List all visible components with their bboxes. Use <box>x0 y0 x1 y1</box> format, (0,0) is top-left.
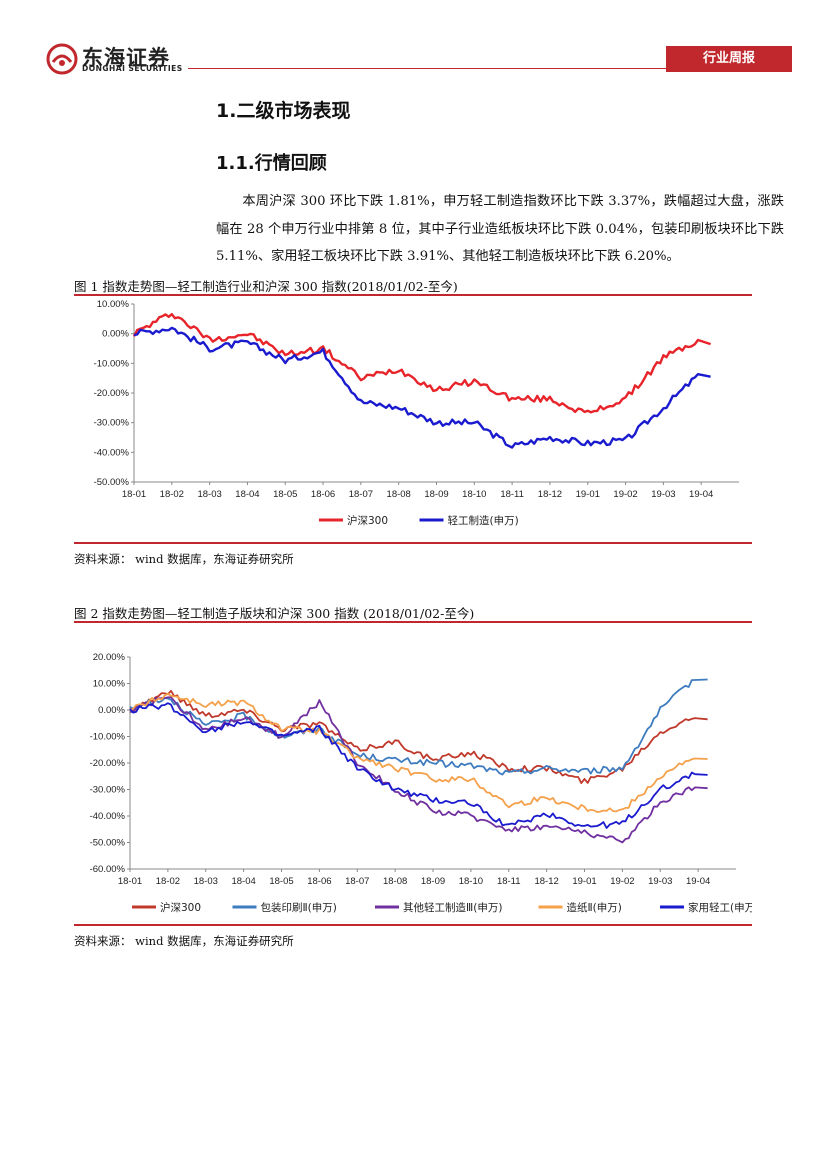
series-line-4 <box>129 702 708 829</box>
legend-item: 沪深300 <box>132 901 201 914</box>
x-tick-label: 19-04 <box>686 876 710 887</box>
x-tick-label: 18-11 <box>497 876 521 887</box>
series-line-0 <box>132 313 711 414</box>
figure-1-bottom-rule <box>74 542 752 544</box>
company-name-cn: 东海证券 <box>82 46 170 70</box>
x-tick-label: 19-02 <box>610 876 634 887</box>
x-tick-label: 18-08 <box>383 876 407 887</box>
x-tick-label: 18-02 <box>156 876 180 887</box>
x-tick-label: 18-12 <box>534 876 558 887</box>
legend-label: 造纸Ⅱ(申万) <box>567 901 622 914</box>
x-tick-label: 19-03 <box>651 489 675 500</box>
legend-label: 家用轻工(申万) <box>688 901 752 914</box>
x-tick-label: 18-01 <box>118 876 142 887</box>
x-tick-label: 18-03 <box>194 876 218 887</box>
series-line-0 <box>129 689 708 784</box>
y-tick-label: -40.00% <box>94 447 130 458</box>
x-tick-label: 18-11 <box>500 489 524 500</box>
x-tick-label: 18-04 <box>235 489 259 500</box>
x-tick-label: 18-07 <box>349 489 373 500</box>
company-name-en: DONGHAI SECURITIES <box>82 64 183 73</box>
market-review-paragraph: 本周沪深 300 环比下跌 1.81%，申万轻工制造指数环比下跌 3.37%，跌… <box>216 188 784 271</box>
x-tick-label: 18-03 <box>197 489 221 500</box>
y-tick-label: -20.00% <box>90 758 126 769</box>
y-tick-label: 10.00% <box>93 679 126 690</box>
y-tick-label: -30.00% <box>94 418 130 429</box>
y-tick-label: -10.00% <box>94 358 130 369</box>
figure-1-caption: 图 1 指数走势图—轻工制造行业和沪深 300 指数(2018/01/02-至今… <box>74 279 458 294</box>
section-heading: 1.二级市场表现 <box>216 100 351 122</box>
figure-2-caption: 图 2 指数走势图—轻工制造子版块和沪深 300 指数 (2018/01/02-… <box>74 606 475 621</box>
y-tick-label: -50.00% <box>94 477 130 488</box>
y-tick-label: -60.00% <box>90 864 126 875</box>
x-tick-label: 18-09 <box>424 489 448 500</box>
x-tick-label: 18-10 <box>462 489 486 500</box>
header-divider <box>188 68 666 69</box>
y-tick-label: -20.00% <box>94 388 130 399</box>
figure-1-top-rule <box>74 294 752 296</box>
y-tick-label: 20.00% <box>93 652 126 663</box>
y-tick-label: 0.00% <box>98 705 125 716</box>
x-tick-label: 18-06 <box>307 876 331 887</box>
x-tick-label: 18-02 <box>160 489 184 500</box>
x-tick-label: 18-07 <box>345 876 369 887</box>
report-type-badge: 行业周报 <box>666 46 792 72</box>
figure-2-bottom-rule <box>74 924 752 926</box>
x-tick-label: 18-06 <box>311 489 335 500</box>
legend-item: 轻工制造(申万) <box>419 514 519 527</box>
x-tick-label: 19-01 <box>572 876 596 887</box>
x-tick-label: 18-10 <box>459 876 483 887</box>
legend-item: 家用轻工(申万) <box>660 901 752 914</box>
legend-item: 造纸Ⅱ(申万) <box>538 901 622 914</box>
figure-1-chart: 10.00% 0.00% -10.00% -20.00% -30.00% -40.00% -… <box>94 299 739 527</box>
legend-item: 包装印刷Ⅱ(申万) <box>232 901 337 914</box>
x-tick-label: 19-01 <box>576 489 600 500</box>
y-tick-label: 10.00% <box>97 299 130 310</box>
figure-2-top-rule <box>74 621 752 623</box>
legend-item: 其他轻工制造Ⅲ(申万) <box>375 901 502 914</box>
series-line-2 <box>129 696 708 844</box>
x-tick-label: 18-05 <box>269 876 293 887</box>
x-tick-label: 18-05 <box>273 489 297 500</box>
x-tick-label: 18-08 <box>387 489 411 500</box>
x-tick-label: 18-12 <box>538 489 562 500</box>
legend-label: 沪深300 <box>160 901 201 914</box>
y-tick-label: -50.00% <box>90 838 126 849</box>
legend-label: 包装印刷Ⅱ(申万) <box>261 901 337 914</box>
x-tick-label: 18-01 <box>122 489 146 500</box>
series-line-1 <box>133 326 711 449</box>
y-tick-label: -40.00% <box>90 811 126 822</box>
series-line-1 <box>129 678 708 776</box>
y-tick-label: -10.00% <box>90 732 126 743</box>
figure-1-source: 资料来源： wind 数据库，东海证券研究所 <box>74 552 294 566</box>
page-header: 东海证券 DONGHAI SECURITIES 行业周报 <box>0 0 827 80</box>
legend-label: 其他轻工制造Ⅲ(申万) <box>403 901 502 914</box>
x-tick-label: 18-09 <box>421 876 445 887</box>
x-tick-label: 19-04 <box>689 489 713 500</box>
donghai-logo-icon <box>46 43 78 75</box>
x-tick-label: 19-03 <box>648 876 672 887</box>
x-tick-label: 19-02 <box>613 489 637 500</box>
figure-2-chart: 20.00% 10.00% 0.00% -10.00% -20.00% -30.00% -4… <box>90 652 752 914</box>
paragraph-text: 本周沪深 300 环比下跌 1.81%，申万轻工制造指数环比下跌 3.37%，跌… <box>216 194 784 264</box>
legend-label: 沪深300 <box>347 514 388 527</box>
y-tick-label: -30.00% <box>90 785 126 796</box>
figure-2-source: 资料来源： wind 数据库，东海证券研究所 <box>74 934 294 948</box>
legend-item: 沪深300 <box>319 514 388 527</box>
section-subheading: 1.1.行情回顾 <box>216 153 327 174</box>
legend-label: 轻工制造(申万) <box>448 514 519 527</box>
y-tick-label: 0.00% <box>102 329 129 340</box>
x-tick-label: 18-04 <box>231 876 255 887</box>
series-line-3 <box>129 692 708 813</box>
